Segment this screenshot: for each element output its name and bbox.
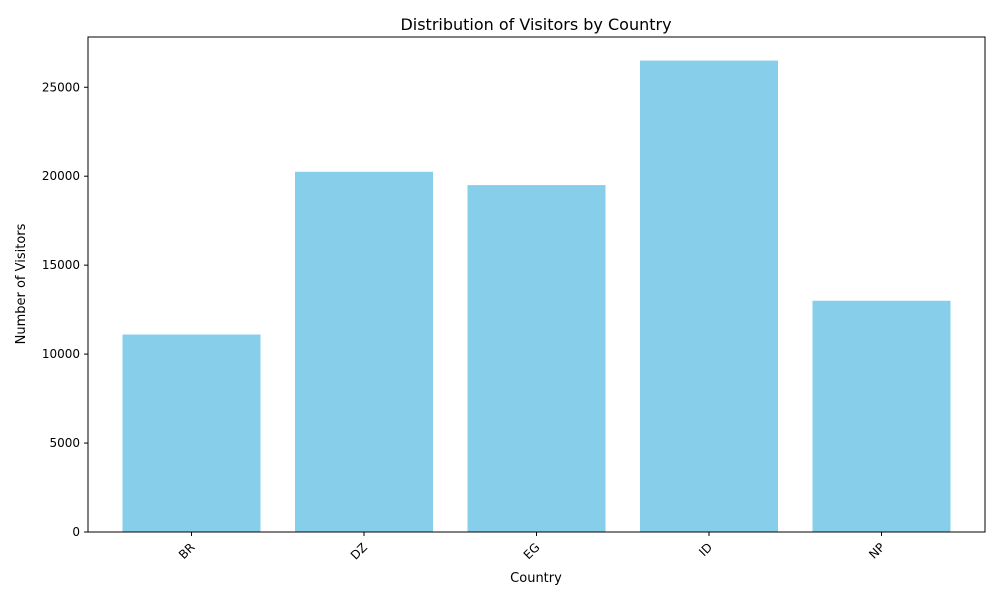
y-tick-label: 25000 bbox=[42, 80, 80, 94]
plot-frame bbox=[87, 36, 986, 533]
y-tick-label: 20000 bbox=[42, 169, 80, 183]
chart-title: Distribution of Visitors by Country bbox=[400, 15, 671, 34]
x-axis-ticks: BR DZ EG ID NP bbox=[176, 532, 888, 562]
x-tick-label-dz: DZ bbox=[348, 540, 370, 562]
x-axis-label: Country bbox=[510, 571, 562, 586]
x-tick-label-id: ID bbox=[696, 540, 715, 559]
x-tick-label-eg: EG bbox=[521, 540, 543, 562]
bar-eg bbox=[467, 185, 606, 532]
x-tick-label-np: NP bbox=[866, 540, 887, 561]
bar-np bbox=[812, 300, 951, 532]
bars-layer bbox=[122, 60, 951, 532]
bar-dz bbox=[295, 171, 433, 532]
x-tick-label-br: BR bbox=[176, 540, 198, 562]
y-axis-label: Number of Visitors bbox=[14, 223, 29, 344]
bar-id bbox=[640, 60, 778, 532]
bar-br bbox=[122, 334, 261, 532]
y-axis-ticks: 0 5000 10000 15000 20000 25000 bbox=[42, 80, 88, 539]
y-tick-label: 0 bbox=[72, 525, 80, 539]
y-tick-label: 5000 bbox=[49, 436, 80, 450]
y-tick-label: 10000 bbox=[42, 347, 80, 361]
y-tick-label: 15000 bbox=[42, 258, 80, 272]
